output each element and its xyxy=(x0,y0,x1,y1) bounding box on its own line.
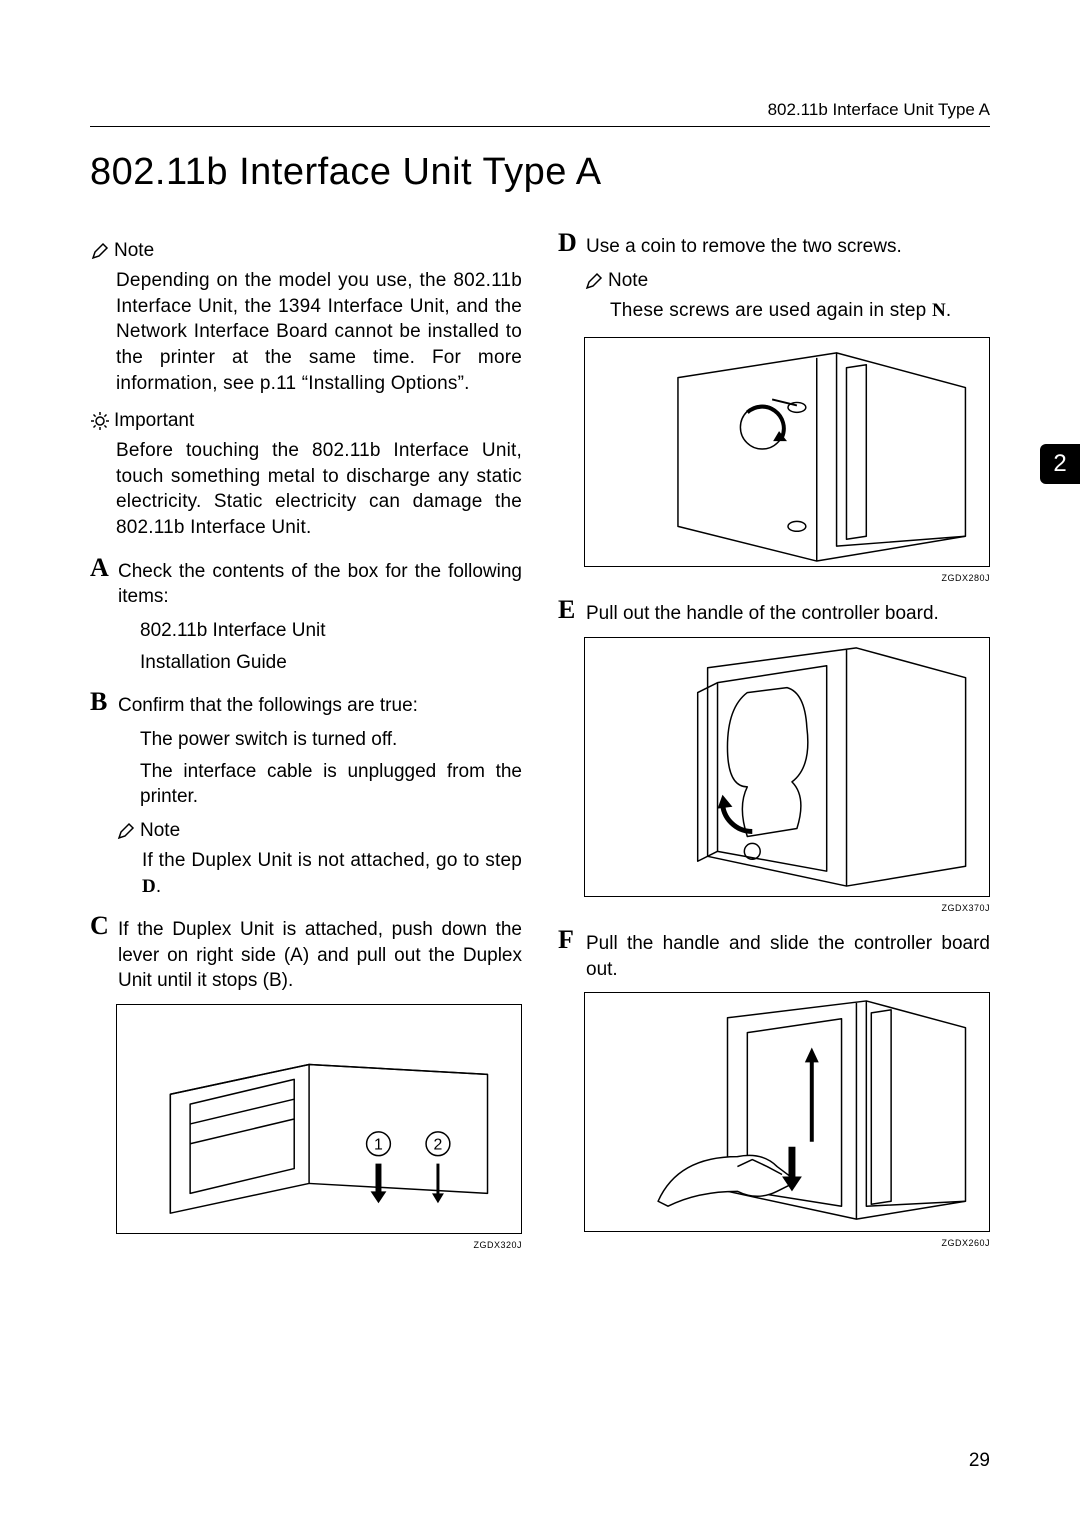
figure-caption: ZGDX320J xyxy=(116,1240,522,1250)
running-header: 802.11b Interface Unit Type A xyxy=(90,100,990,120)
step-letter: A xyxy=(90,555,112,610)
note-label: Note xyxy=(608,270,648,292)
figure-caption: ZGDX370J xyxy=(584,903,990,913)
pencil-icon xyxy=(584,271,604,291)
step-f: F Pull the handle and slide the controll… xyxy=(558,927,990,982)
bullet: The power switch is turned off. xyxy=(140,727,522,753)
step-text: Confirm that the followings are true: xyxy=(118,689,522,719)
svg-text:2: 2 xyxy=(434,1137,443,1154)
pencil-icon xyxy=(90,241,110,261)
gear-icon xyxy=(90,411,110,431)
step-a: A Check the contents of the box for the … xyxy=(90,555,522,610)
step-e: E Pull out the handle of the controller … xyxy=(558,597,990,627)
step-text: Pull the handle and slide the controller… xyxy=(586,927,990,982)
header-rule: 802.11b Interface Unit Type A xyxy=(90,100,990,127)
step-letter: B xyxy=(90,689,112,719)
note-header: Note xyxy=(116,820,522,842)
step-letter: C xyxy=(90,913,112,994)
important-header: Important xyxy=(90,410,522,432)
important-body: Before touching the 802.11b Interface Un… xyxy=(116,438,522,541)
step-d: D Use a coin to remove the two screws. xyxy=(558,230,990,260)
right-column: D Use a coin to remove the two screws. N… xyxy=(558,230,990,1264)
page-number: 29 xyxy=(969,1450,990,1472)
step-text: Check the contents of the box for the fo… xyxy=(118,555,522,610)
step-text: If the Duplex Unit is attached, push dow… xyxy=(118,913,522,994)
step-text: Use a coin to remove the two screws. xyxy=(586,230,990,260)
step-letter: E xyxy=(558,597,580,627)
step-letter: F xyxy=(558,927,580,982)
svg-text:1: 1 xyxy=(374,1137,383,1154)
figure-c: 1 2 xyxy=(116,1004,522,1234)
bullet: Installation Guide xyxy=(140,650,522,676)
step-text: Pull out the handle of the controller bo… xyxy=(586,597,990,627)
figure-caption: ZGDX280J xyxy=(584,573,990,583)
step-b: B Confirm that the followings are true: xyxy=(90,689,522,719)
text-fragment: These screws are used again in step xyxy=(610,300,932,321)
content-columns: Note Depending on the model you use, the… xyxy=(90,230,990,1264)
chapter-tab: 2 xyxy=(1040,444,1080,484)
note-label: Note xyxy=(140,820,180,842)
note-label: Note xyxy=(114,240,154,262)
step-ref: D xyxy=(142,876,156,897)
pencil-icon xyxy=(116,821,136,841)
step-c: C If the Duplex Unit is attached, push d… xyxy=(90,913,522,994)
bullet: 802.11b Interface Unit xyxy=(140,618,522,644)
bullet: The interface cable is unplugged from th… xyxy=(140,759,522,810)
note-body: These screws are used again in step N. xyxy=(610,298,990,324)
figure-e xyxy=(584,637,990,897)
note-header: Note xyxy=(584,270,990,292)
important-label: Important xyxy=(114,410,194,432)
note-body: If the Duplex Unit is not attached, go t… xyxy=(142,848,522,899)
left-column: Note Depending on the model you use, the… xyxy=(90,230,522,1264)
figure-caption: ZGDX260J xyxy=(584,1238,990,1248)
step-letter: D xyxy=(558,230,580,260)
note-header: Note xyxy=(90,240,522,262)
text-fragment: If the Duplex Unit is not attached, go t… xyxy=(142,850,522,871)
text-fragment: . xyxy=(156,876,161,897)
step-ref: N xyxy=(932,300,946,321)
text-fragment: . xyxy=(946,300,951,321)
note-body: Depending on the model you use, the 802.… xyxy=(116,268,522,396)
page-title: 802.11b Interface Unit Type A xyxy=(90,151,990,194)
figure-d xyxy=(584,337,990,567)
figure-f xyxy=(584,992,990,1232)
